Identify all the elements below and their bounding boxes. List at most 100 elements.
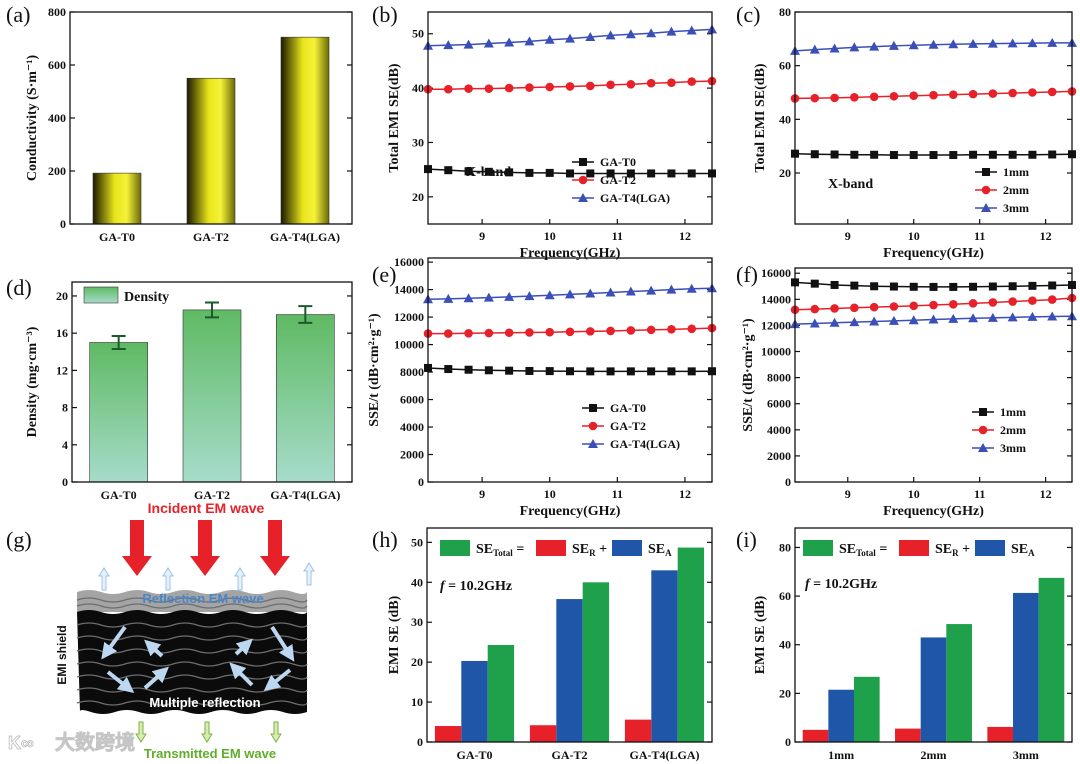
- y-tick-label: 8: [62, 401, 68, 415]
- data-point-GA-T0: [647, 169, 656, 178]
- y-tick-label: 40: [412, 81, 424, 95]
- data-point-GA-T0: [464, 167, 473, 176]
- y-tick-label: 60: [779, 59, 791, 73]
- reflective-surface-layer: [77, 590, 307, 612]
- legend-label: 1mm: [1000, 405, 1026, 419]
- x-category-label: 2mm: [921, 748, 947, 762]
- data-point-GA-T0: [586, 367, 595, 376]
- data-point-GA-T4(LGA): [585, 32, 596, 42]
- up-arrow-icon: [162, 567, 174, 591]
- data-point-GA-T4(LGA): [605, 287, 616, 297]
- y-tick-label: 200: [48, 164, 66, 178]
- data-point-2mm: [909, 301, 919, 311]
- panel-label-b: (b): [372, 2, 398, 27]
- bar-GA-T2: [186, 77, 236, 225]
- data-point-GA-T0: [484, 366, 493, 375]
- data-point-3mm: [809, 44, 820, 54]
- legend-swatch: [899, 540, 929, 556]
- band-annotation: X-band: [828, 177, 873, 192]
- data-point-3mm: [809, 318, 820, 328]
- data-point-3mm: [928, 39, 939, 49]
- data-point-1mm: [830, 150, 839, 159]
- y-tick-label: 6000: [767, 397, 791, 411]
- red-down-arrow-icon: [190, 520, 220, 576]
- data-point-2mm: [909, 91, 919, 101]
- y-tick-label: 2000: [400, 448, 424, 462]
- x-tick-label: 12: [1040, 229, 1052, 243]
- x-tick-label: 9: [845, 487, 851, 501]
- error-bar: [298, 305, 313, 324]
- bar-SE_A-GA-T2: [556, 599, 583, 742]
- y-tick-label: 6000: [400, 393, 424, 407]
- data-point-1mm: [988, 282, 997, 291]
- legend-marker-icon: [578, 193, 588, 202]
- y-tick-label: 4000: [767, 423, 791, 437]
- bar-GA-T2: [182, 309, 242, 483]
- legend-marker-icon: [981, 203, 991, 212]
- data-point-GA-T4(LGA): [605, 30, 616, 40]
- data-point-GA-T2: [443, 84, 453, 94]
- data-point-2mm: [850, 93, 859, 102]
- data-point-2mm: [1047, 87, 1057, 97]
- plot-frame: [426, 527, 713, 743]
- y-tick-label: 30: [412, 135, 424, 149]
- data-point-GA-T4(LGA): [666, 26, 677, 36]
- data-point-3mm: [829, 317, 840, 327]
- legend-marker-icon: [979, 408, 987, 416]
- data-point-2mm: [850, 303, 859, 313]
- chart-panel-a: (a) 0 200 400 600 800 Conductivity (S·m⁻¹) GA-T…: [6, 2, 353, 244]
- data-point-GA-T2: [565, 327, 575, 337]
- legend-marker-icon: [978, 425, 988, 435]
- panel-label-h: (h): [372, 527, 398, 552]
- data-point-GA-T4(LGA): [544, 290, 555, 300]
- data-point-3mm: [1027, 38, 1038, 48]
- data-point-GA-T2: [646, 325, 656, 335]
- data-point-GA-T4(LGA): [646, 285, 657, 295]
- data-point-GA-T4(LGA): [625, 286, 636, 296]
- bar-SE_A-GA-T0: [461, 660, 488, 742]
- x-tick-label: 12: [679, 487, 691, 501]
- x-axis-label: Frequency(GHz): [520, 504, 621, 519]
- data-point-GA-T2: [504, 83, 514, 93]
- data-point-1mm: [830, 280, 839, 289]
- data-point-2mm: [889, 302, 899, 311]
- panel-label-c: (c): [736, 2, 760, 27]
- y-tick-label: 0: [785, 735, 791, 749]
- data-point-GA-T0: [444, 166, 453, 175]
- data-point-GA-T2: [464, 329, 473, 338]
- bar-SE_Total-1mm: [853, 676, 880, 742]
- y-tick-label: 80: [779, 540, 791, 554]
- data-point-GA-T0: [505, 366, 514, 375]
- data-point-1mm: [870, 150, 879, 159]
- data-point-GA-T0: [626, 367, 635, 376]
- data-point-GA-T0: [566, 169, 574, 178]
- y-tick-label: 10000: [761, 345, 791, 359]
- data-point-3mm: [968, 313, 979, 323]
- data-point-GA-T0: [606, 367, 615, 376]
- data-point-1mm: [929, 282, 938, 291]
- data-point-3mm: [908, 315, 919, 325]
- y-tick-label: 30: [411, 615, 423, 629]
- watermark: 大数跨境: [55, 730, 135, 754]
- bar-SE_A-3mm: [1013, 592, 1039, 742]
- legend-label: 2mm: [1003, 183, 1029, 197]
- plot-frame: [71, 281, 353, 483]
- legend-marker-icon: [578, 175, 588, 185]
- data-point-GA-T0: [464, 365, 473, 374]
- chart-panel-b: (b) 20 30 40 50 Total EMI SE(dB) Frequency(GHz…: [372, 2, 717, 261]
- data-point-GA-T0: [667, 367, 676, 376]
- data-point-GA-T2: [687, 324, 697, 334]
- legend-marker-icon: [588, 439, 598, 448]
- x-category-label: GA-T4(LGA): [270, 488, 340, 502]
- legend-label: SER +: [935, 542, 970, 558]
- y-tick-label: 20: [411, 655, 423, 669]
- up-arrow-icon: [303, 562, 315, 586]
- legend-label: 1mm: [1003, 165, 1029, 179]
- reflected-arrows: [98, 562, 315, 591]
- data-point-3mm: [908, 40, 919, 50]
- data-point-GA-T4(LGA): [585, 288, 596, 298]
- data-point-GA-T4(LGA): [625, 29, 636, 39]
- bar-SE_R-3mm: [987, 726, 1014, 742]
- data-point-GA-T2: [667, 78, 676, 87]
- panel-g-emi-shield-diagram: (g) Incident EM wave Reflection EM wave: [6, 500, 315, 761]
